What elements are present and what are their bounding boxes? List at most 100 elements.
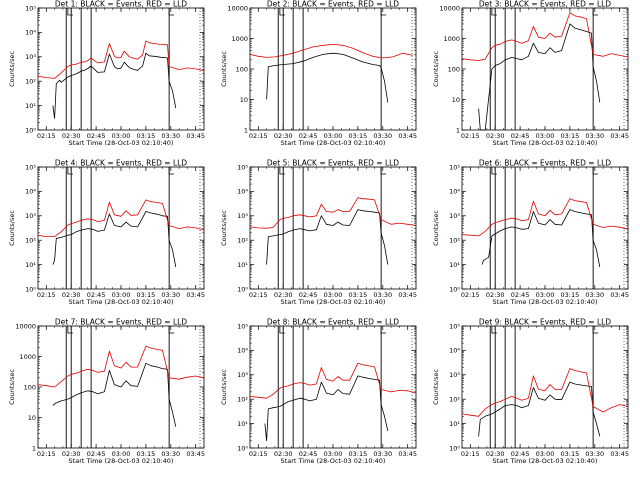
y-tick-label: 10³ [449, 371, 460, 379]
series-lld-line [461, 368, 629, 417]
y-axis-label: Counts/sec [8, 369, 16, 405]
plot-frame [249, 7, 417, 131]
x-tick-label: 02:15 [461, 132, 480, 140]
y-tick-label: 1000 [231, 35, 248, 43]
x-axis-label: Start Time (28-Oct-03 02:10:40) [281, 298, 386, 306]
y-tick-label: 10 [452, 96, 460, 104]
x-tick-label: 03:15 [349, 291, 368, 299]
x-axis-label: Start Time (28-Oct-03 02:10:40) [69, 298, 174, 306]
x-tick-label: 02:15 [249, 450, 268, 458]
x-axis-label: Start Time (28-Oct-03 02:10:40) [281, 139, 386, 147]
y-tick-label: 1000 [443, 35, 460, 43]
x-tick-label: 02:30 [274, 291, 293, 299]
x-tick-label: 03:45 [186, 450, 205, 458]
detector-panel-6: Det 6: BLACK = Events, RED = LLD 10⁰ 10¹ 10… [432, 159, 629, 307]
series-lld-line [37, 199, 205, 238]
x-tick-label: 02:45 [87, 291, 106, 299]
x-tick-label: 03:00 [112, 132, 131, 140]
x-tick-label: 03:15 [349, 450, 368, 458]
x-tick-label: 03:45 [610, 450, 629, 458]
y-tick-label: 10⁵ [237, 163, 248, 171]
x-tick-label: 03:45 [610, 291, 629, 299]
x-axis-label: Start Time (28-Oct-03 02:10:40) [69, 457, 174, 465]
x-tick-label: 02:15 [461, 291, 480, 299]
x-tick-label: 03:45 [398, 450, 417, 458]
series-lld-line [37, 345, 205, 388]
x-tick-label: 03:15 [137, 291, 156, 299]
x-tick-label: 02:45 [299, 132, 318, 140]
interval-start-flag [279, 167, 285, 175]
y-tick-label: 10³ [25, 53, 36, 61]
x-tick-label: 03:00 [112, 450, 131, 458]
x-tick-label: 02:45 [299, 450, 318, 458]
y-tick-label: 10² [25, 78, 36, 86]
detector-panel-1: Det 1: BLACK = Events, RED = LLD 10⁰ 10¹ 10… [8, 0, 205, 147]
y-tick-label: 10³ [449, 212, 460, 220]
x-tick-label: 02:45 [87, 450, 106, 458]
x-tick-label: 03:30 [373, 291, 392, 299]
y-tick-label: 10² [449, 396, 460, 404]
x-tick-label: 03:45 [186, 132, 205, 140]
series-lld-line [249, 44, 413, 59]
y-tick-label: 1 [456, 126, 460, 134]
x-tick-label: 02:30 [486, 450, 505, 458]
series-events-line [478, 23, 601, 131]
interval-end-flag [168, 8, 175, 16]
panel-title: Det 6: BLACK = Events, RED = LLD [479, 159, 611, 168]
y-axis-label: Counts/sec [220, 210, 228, 246]
interval-start-flag [491, 8, 497, 16]
x-tick-label: 02:45 [511, 132, 530, 140]
y-tick-label: 10¹ [25, 261, 36, 269]
series-events-line [266, 52, 389, 103]
detector-panel-3: Det 3: BLACK = Events, RED = LLD 1 10 100 10… [432, 0, 629, 147]
interval-start-flag [67, 167, 73, 175]
x-tick-label: 02:30 [62, 450, 81, 458]
y-tick-label: 10⁴ [237, 188, 248, 196]
detector-panel-9: Det 9: BLACK = Events, RED = LLD 10⁰ 10¹ 10… [432, 318, 629, 466]
series-events-line [481, 209, 601, 268]
y-tick-label: 10³ [237, 212, 248, 220]
series-lld-line [37, 40, 205, 79]
y-tick-label: 10⁰ [25, 126, 36, 134]
x-tick-label: 02:15 [37, 291, 56, 299]
y-tick-label: 10⁴ [25, 188, 36, 196]
interval-end-flag [592, 326, 599, 334]
x-tick-label: 03:00 [324, 132, 343, 140]
series-lld-line [249, 362, 417, 399]
x-tick-label: 02:15 [249, 291, 268, 299]
detector-panel-4: Det 4: BLACK = Events, RED = LLD 10⁰ 10¹ 10… [8, 159, 205, 307]
panel-title: Det 1: BLACK = Events, RED = LLD [55, 0, 187, 9]
y-tick-label: 10³ [25, 212, 36, 220]
series-lld-line [461, 198, 629, 237]
interval-start-flag [491, 326, 497, 334]
y-tick-label: 10² [25, 237, 36, 245]
y-axis-label: Counts/sec [432, 210, 440, 246]
x-tick-label: 03:15 [137, 450, 156, 458]
panel-title: Det 5: BLACK = Events, RED = LLD [267, 159, 399, 168]
plot-frame [461, 166, 629, 290]
x-tick-label: 02:30 [486, 132, 505, 140]
x-tick-label: 03:45 [186, 291, 205, 299]
y-axis-label: Counts/sec [432, 369, 440, 405]
x-tick-label: 03:15 [561, 450, 580, 458]
interval-end-flag [592, 167, 599, 175]
interval-start-flag [67, 8, 73, 16]
y-tick-label: 10¹ [25, 102, 36, 110]
x-tick-label: 03:30 [161, 450, 180, 458]
interval-start-flag [279, 8, 285, 16]
plot-frame [249, 166, 417, 290]
y-axis-label: Counts/sec [432, 51, 440, 87]
y-tick-label: 10⁰ [25, 285, 36, 293]
y-tick-label: 10¹ [449, 261, 460, 269]
panel-title: Det 4: BLACK = Events, RED = LLD [55, 159, 187, 168]
x-tick-label: 03:30 [161, 291, 180, 299]
x-tick-label: 03:30 [161, 132, 180, 140]
y-tick-label: 10³ [237, 371, 248, 379]
y-tick-label: 10² [237, 237, 248, 245]
series-events-line [266, 209, 389, 265]
y-tick-label: 10 [240, 96, 248, 104]
x-tick-label: 03:00 [112, 291, 131, 299]
y-tick-label: 10⁰ [237, 444, 248, 452]
x-tick-label: 03:00 [324, 450, 343, 458]
